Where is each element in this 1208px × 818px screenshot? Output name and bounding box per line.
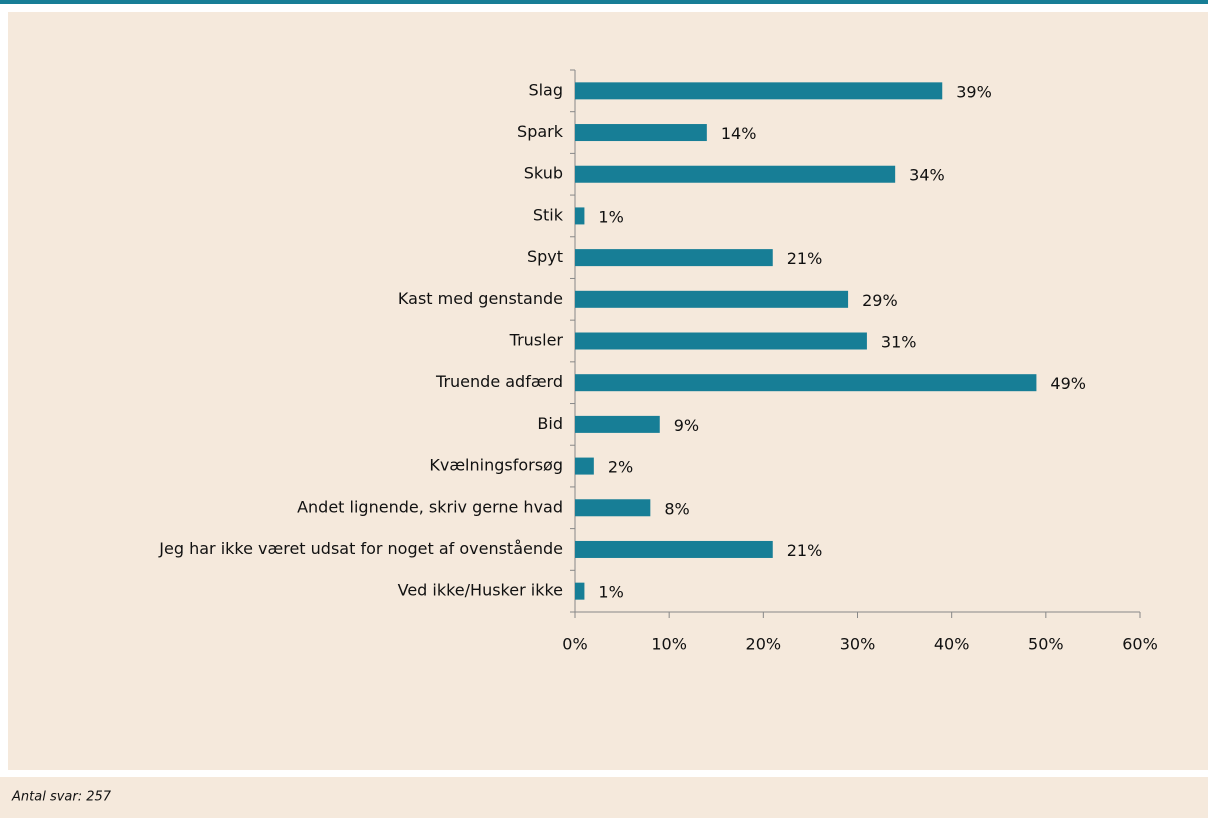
footer-gap	[0, 770, 1208, 777]
value-label: 8%	[664, 499, 689, 518]
bar	[575, 207, 585, 225]
category-label: Ved ikke/Husker ikke	[398, 581, 563, 600]
x-tick-label: 40%	[934, 635, 970, 654]
value-label: 1%	[598, 207, 623, 226]
bar	[575, 82, 943, 100]
left-gap	[0, 12, 8, 770]
bar	[575, 290, 849, 308]
value-label: 9%	[674, 416, 699, 435]
category-label: Truende adfærd	[435, 372, 563, 391]
value-label: 21%	[787, 541, 823, 560]
value-label: 31%	[881, 333, 917, 352]
value-label: 29%	[862, 291, 898, 310]
bar	[575, 499, 651, 517]
bar	[575, 165, 896, 183]
top-gap	[0, 4, 1208, 12]
bar	[575, 457, 594, 475]
bar	[575, 124, 707, 142]
footnote: Antal svar: 257	[11, 790, 112, 805]
category-label: Stik	[533, 205, 564, 224]
category-label: Bid	[537, 414, 563, 433]
x-tick-label: 20%	[746, 635, 782, 654]
value-label: 21%	[787, 249, 823, 268]
category-label: Slag	[528, 80, 563, 99]
x-tick-label: 60%	[1122, 635, 1158, 654]
value-label: 34%	[909, 166, 945, 185]
value-label: 2%	[608, 458, 633, 477]
bar	[575, 332, 867, 350]
category-label: Spark	[517, 122, 564, 141]
x-tick-label: 10%	[651, 635, 687, 654]
category-label: Andet lignende, skriv gerne hvad	[297, 497, 563, 516]
bar	[575, 374, 1037, 392]
value-label: 14%	[721, 124, 757, 143]
category-label: Kvælningsforsøg	[429, 456, 563, 475]
x-tick-label: 0%	[562, 635, 587, 654]
value-label: 1%	[598, 583, 623, 602]
x-tick-label: 30%	[840, 635, 876, 654]
x-tick-label: 50%	[1028, 635, 1064, 654]
bar	[575, 540, 773, 558]
category-label: Spyt	[527, 247, 563, 266]
bar	[575, 582, 585, 600]
top-rule	[0, 0, 1208, 4]
category-label: Kast med genstande	[398, 289, 563, 308]
bar	[575, 249, 773, 267]
category-label: Jeg har ikke været udsat for noget af ov…	[158, 539, 563, 558]
bar	[575, 415, 660, 433]
value-label: 49%	[1050, 374, 1086, 393]
value-label: 39%	[956, 82, 992, 101]
category-label: Skub	[524, 164, 563, 183]
category-label: Trusler	[509, 331, 564, 350]
